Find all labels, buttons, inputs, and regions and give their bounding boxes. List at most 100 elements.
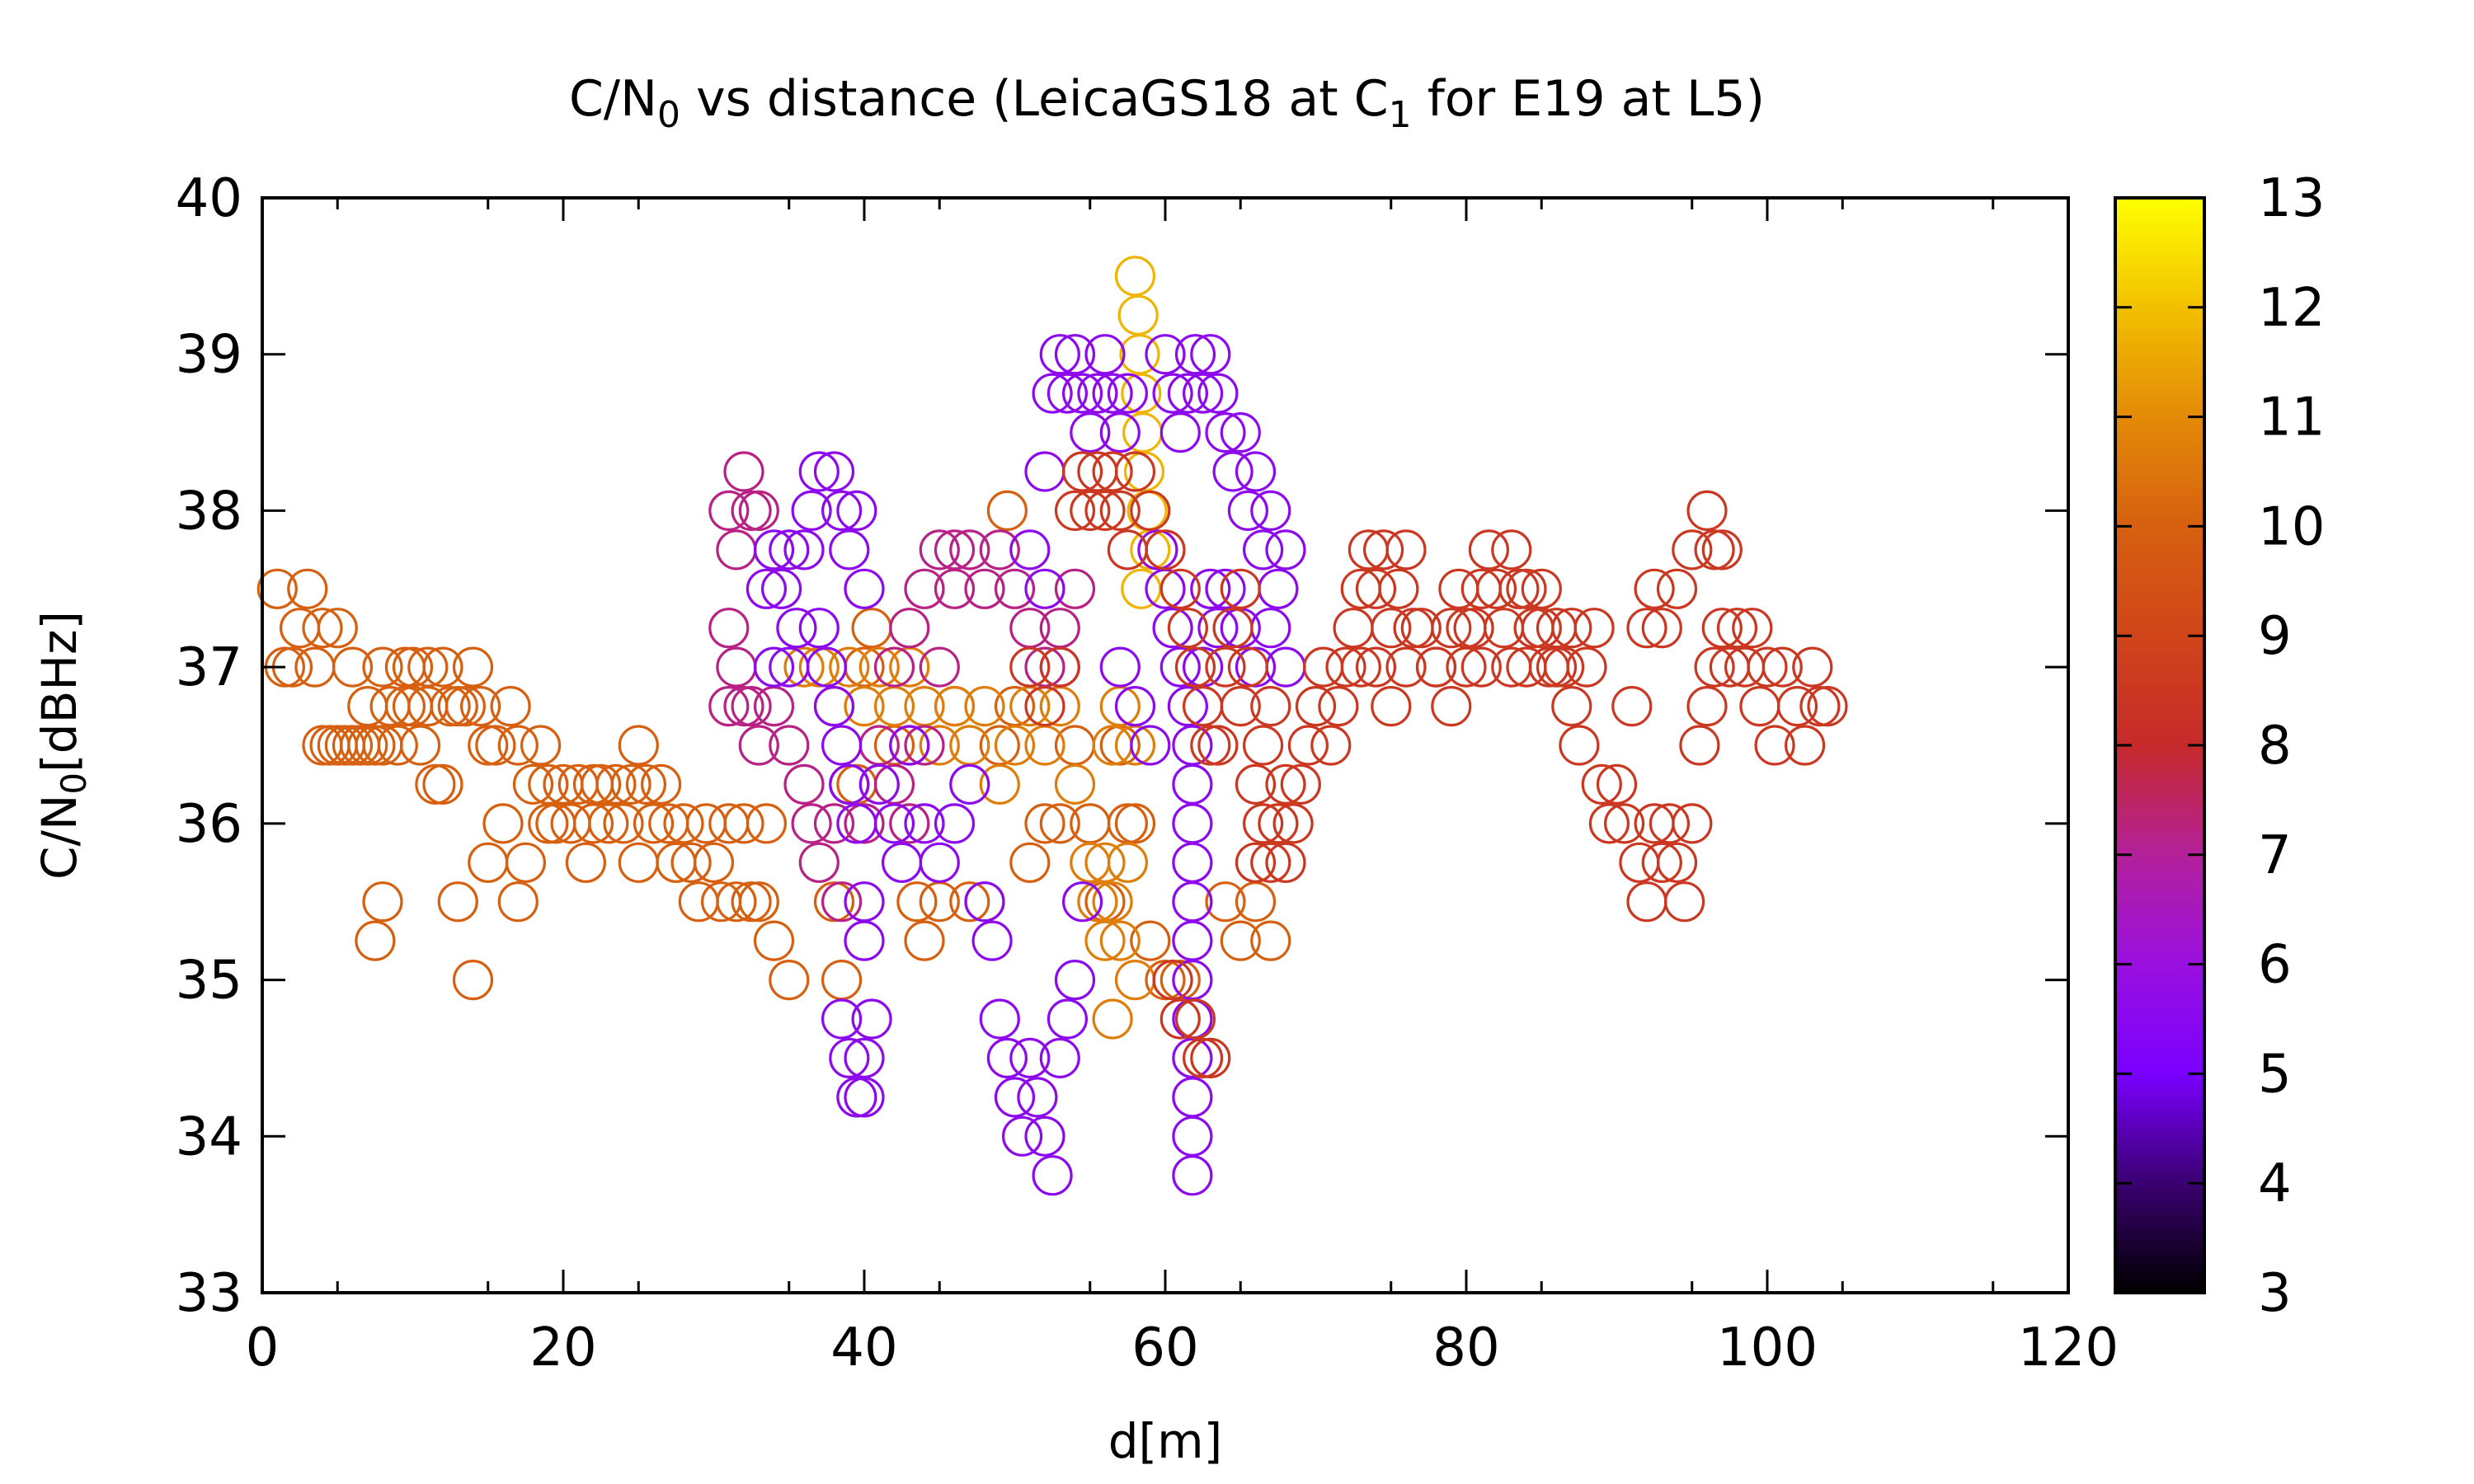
data-point xyxy=(1099,920,1141,961)
data-point xyxy=(1272,803,1314,844)
data-point xyxy=(1491,646,1532,688)
x-tick-label: 100 xyxy=(1717,1317,1818,1378)
data-point xyxy=(964,568,1005,609)
data-point xyxy=(1220,608,1261,649)
data-point xyxy=(1024,1115,1065,1157)
data-point xyxy=(1362,529,1404,571)
data-point xyxy=(1611,685,1653,727)
data-point xyxy=(1212,608,1253,649)
data-point xyxy=(468,842,509,883)
data-point xyxy=(1258,803,1299,844)
data-point xyxy=(1123,451,1165,492)
data-point xyxy=(362,881,403,923)
data-point xyxy=(1227,646,1269,688)
data-point xyxy=(1431,685,1472,727)
data-point xyxy=(949,725,990,766)
data-point xyxy=(1235,646,1277,688)
data-point xyxy=(1747,646,1788,688)
data-point xyxy=(1431,608,1472,649)
data-point xyxy=(1167,373,1209,414)
data-point xyxy=(355,725,396,766)
data-point xyxy=(986,1037,1028,1079)
data-point xyxy=(1077,881,1118,923)
x-tick-label: 0 xyxy=(246,1317,280,1378)
data-point xyxy=(1212,451,1253,492)
data-point xyxy=(1017,1077,1058,1118)
data-point xyxy=(1159,568,1201,609)
data-point xyxy=(791,803,832,844)
data-point xyxy=(1287,725,1329,766)
data-point xyxy=(1491,529,1532,571)
data-point xyxy=(1009,529,1051,571)
data-point xyxy=(1061,373,1103,414)
data-point xyxy=(829,763,870,805)
data-point xyxy=(618,842,659,883)
data-point xyxy=(1084,881,1126,923)
data-point xyxy=(400,725,441,766)
data-point xyxy=(302,608,343,649)
data-point xyxy=(964,685,1005,727)
data-point xyxy=(844,685,885,727)
data-point xyxy=(1588,803,1630,844)
data-point xyxy=(776,608,817,649)
data-point xyxy=(1070,490,1111,532)
data-point xyxy=(1227,490,1269,532)
data-point xyxy=(1619,842,1660,883)
x-tick-label: 80 xyxy=(1432,1317,1499,1378)
data-point xyxy=(821,725,863,766)
data-point xyxy=(1024,725,1065,766)
data-point xyxy=(497,725,539,766)
data-point xyxy=(836,490,877,532)
data-point xyxy=(332,646,374,688)
data-point xyxy=(468,725,509,766)
data-point xyxy=(1672,529,1713,571)
data-point xyxy=(1686,685,1728,727)
data-point xyxy=(1205,881,1246,923)
data-point xyxy=(1145,959,1186,1001)
data-point xyxy=(1536,646,1578,688)
data-point xyxy=(986,490,1028,532)
data-point xyxy=(1551,685,1592,727)
colorbar-tick-label: 9 xyxy=(2258,606,2292,667)
data-point xyxy=(1039,803,1080,844)
data-point xyxy=(1250,608,1291,649)
data-point xyxy=(760,568,802,609)
data-point xyxy=(1092,451,1133,492)
data-point xyxy=(723,803,764,844)
data-point xyxy=(595,763,637,805)
data-point xyxy=(783,763,825,805)
data-point xyxy=(1468,529,1510,571)
data-point xyxy=(1172,842,1213,883)
data-point xyxy=(1340,646,1381,688)
data-point xyxy=(1205,568,1246,609)
data-point xyxy=(1130,725,1171,766)
x-axis: 0 20 40 60 80 100 120 xyxy=(246,198,2119,1378)
data-point xyxy=(1159,998,1201,1040)
data-point xyxy=(1506,568,1547,609)
data-point xyxy=(769,959,810,1001)
data-point xyxy=(829,646,870,688)
data-point xyxy=(716,646,757,688)
data-point xyxy=(1250,490,1291,532)
data-point xyxy=(1107,373,1149,414)
data-point xyxy=(783,529,825,571)
data-point xyxy=(1197,373,1239,414)
y-tick-label: 39 xyxy=(176,325,242,386)
data-point xyxy=(753,920,795,961)
data-point xyxy=(1172,763,1213,805)
data-point xyxy=(798,608,840,649)
data-point xyxy=(1672,803,1713,844)
data-point xyxy=(407,646,449,688)
data-point xyxy=(934,685,976,727)
data-point xyxy=(1701,529,1743,571)
y-axis-label-main: C/N xyxy=(31,795,87,880)
data-point xyxy=(821,490,863,532)
data-point xyxy=(1732,608,1773,649)
data-point xyxy=(1378,568,1419,609)
y-tick-label: 36 xyxy=(176,794,242,855)
data-point xyxy=(294,646,336,688)
data-point xyxy=(1792,646,1833,688)
data-point xyxy=(1145,334,1186,375)
data-point xyxy=(1099,646,1141,688)
